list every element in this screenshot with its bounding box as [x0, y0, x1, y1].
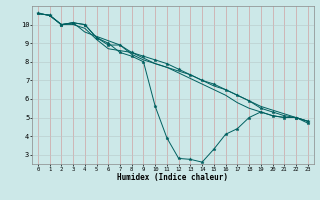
X-axis label: Humidex (Indice chaleur): Humidex (Indice chaleur)	[117, 173, 228, 182]
